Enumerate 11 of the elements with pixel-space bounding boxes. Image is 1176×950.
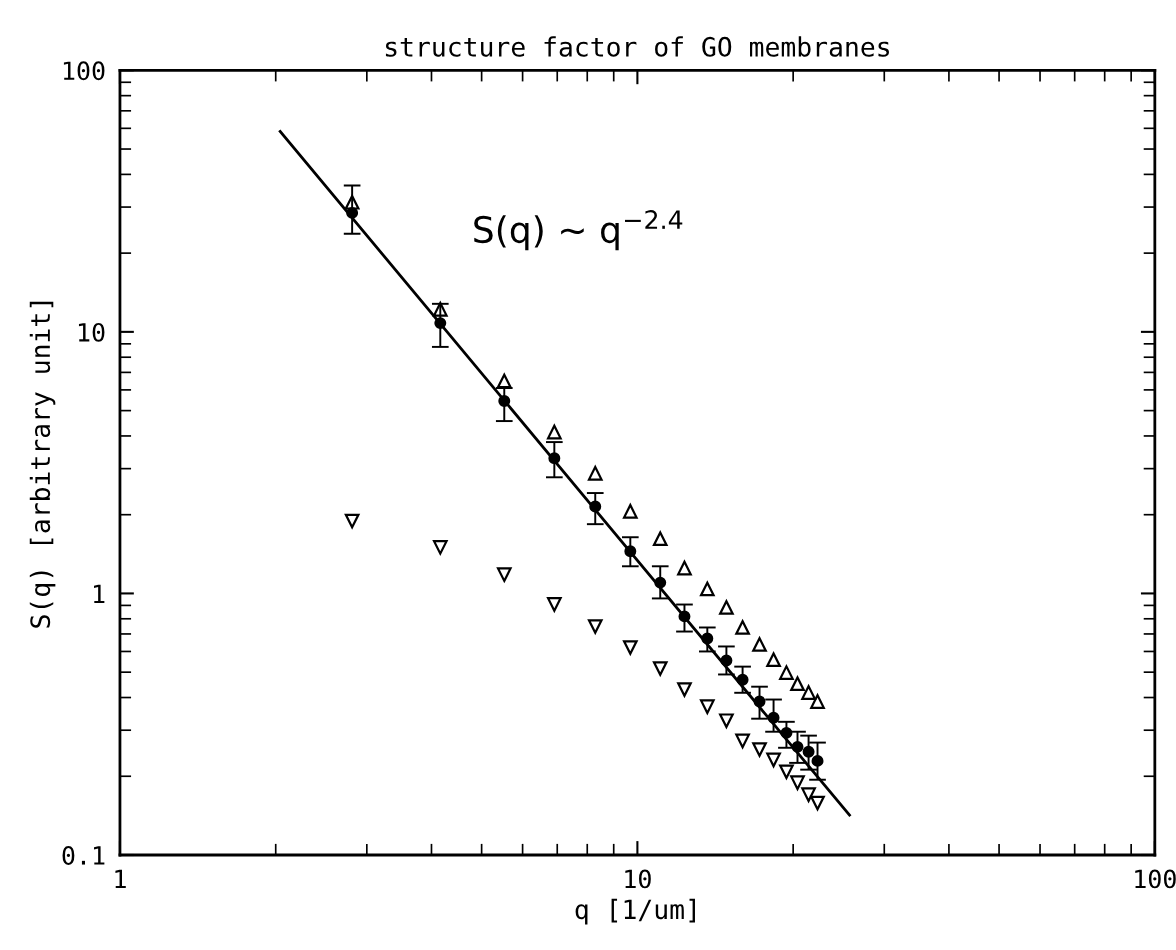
y-tick-label: 10	[78, 322, 105, 342]
x-tick-label: 100	[1135, 869, 1176, 889]
y-tick-label: 0.1	[62, 846, 105, 865]
chart-title: structure factor of GO membranes	[385, 36, 889, 57]
x-tick-label: 10	[625, 869, 651, 889]
x-axis-title: q [1/um]	[575, 898, 695, 925]
annotation: S(q) ~ q$^{−2.4}$	[474, 210, 683, 251]
y-axis-title: S(q) [arbitrary unit]	[29, 301, 56, 628]
x-tick-label: 1	[115, 869, 126, 889]
y-tick-label: 1	[94, 584, 105, 603]
y-tick-label: 100	[63, 61, 105, 81]
